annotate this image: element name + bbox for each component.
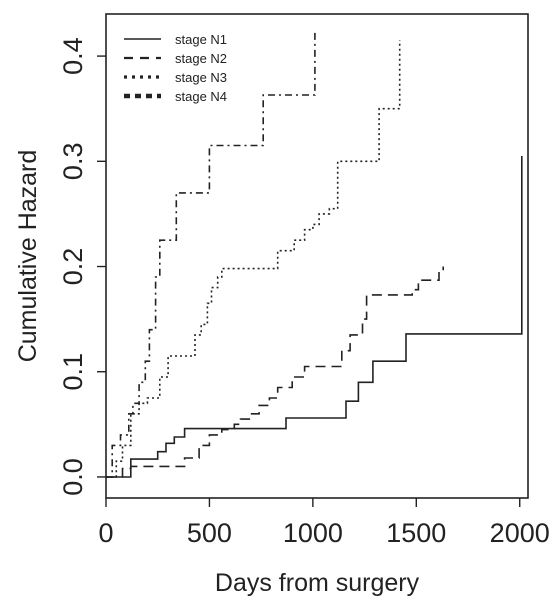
x-tick-label: 2000 <box>490 518 550 548</box>
y-tick-label: 0.4 <box>58 37 88 75</box>
legend: stage N1 stage N2 stage N3 stage N4 <box>124 32 227 104</box>
x-tick-label: 0 <box>98 518 113 548</box>
x-tick-label: 1500 <box>386 518 446 548</box>
plot-frame <box>105 13 529 499</box>
y-axis-title: Cumulative Hazard <box>14 150 42 363</box>
y-axis: 0.0 0.1 0.2 0.3 0.4 <box>58 37 106 496</box>
y-tick-label: 0.2 <box>58 248 88 286</box>
y-tick-label: 0.3 <box>58 143 88 181</box>
series-line-3 <box>106 40 401 478</box>
legend-label-4: stage N4 <box>175 89 227 104</box>
x-tick-label: 1000 <box>283 518 343 548</box>
x-tick-label: 500 <box>187 518 232 548</box>
legend-label-1: stage N1 <box>175 32 227 47</box>
x-axis: 0 500 1000 1500 2000 <box>98 498 550 548</box>
series-layer <box>106 31 523 478</box>
y-tick-label: 0.1 <box>58 353 88 391</box>
x-axis-title: Days from surgery <box>215 569 420 596</box>
legend-label-3: stage N3 <box>175 70 227 85</box>
series-line-2 <box>106 266 444 478</box>
y-tick-label: 0.0 <box>58 458 88 496</box>
series-line-1 <box>106 156 523 478</box>
legend-label-2: stage N2 <box>175 51 227 66</box>
